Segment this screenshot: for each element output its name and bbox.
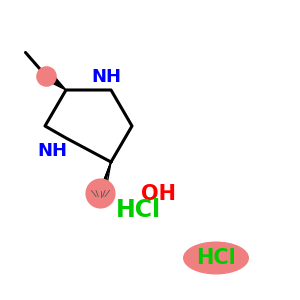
Text: NH: NH: [92, 68, 122, 85]
Text: HCl: HCl: [196, 248, 236, 268]
Circle shape: [86, 179, 115, 208]
Ellipse shape: [183, 242, 249, 274]
Text: OH: OH: [141, 184, 176, 203]
Circle shape: [37, 67, 56, 86]
Text: HCl: HCl: [116, 198, 160, 222]
Text: NH: NH: [38, 142, 68, 160]
Polygon shape: [42, 69, 66, 90]
